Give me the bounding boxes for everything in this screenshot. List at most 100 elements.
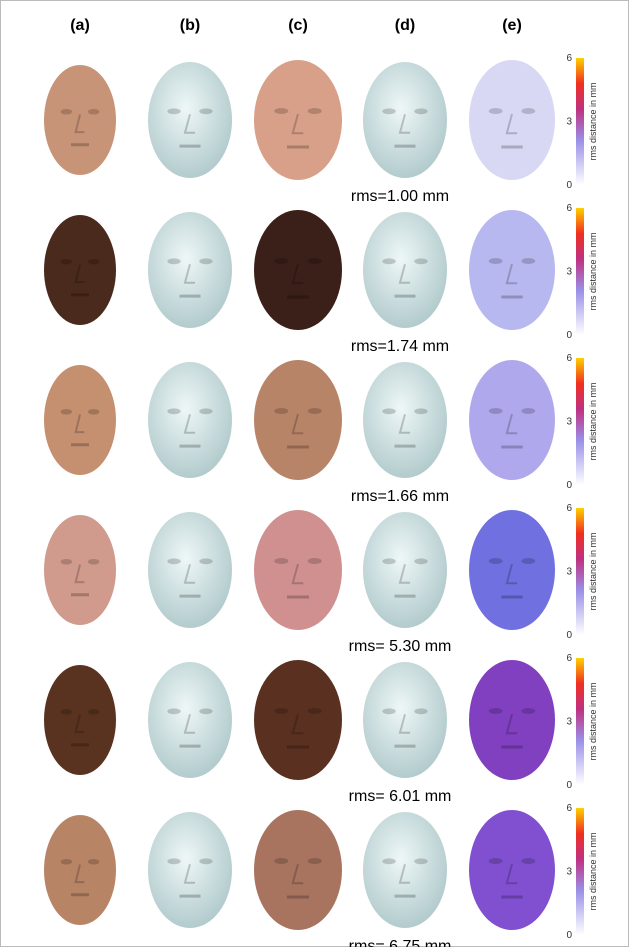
- eye: [414, 108, 427, 114]
- mesh-face: [148, 662, 232, 778]
- texture-face: [254, 60, 342, 180]
- eye: [414, 258, 427, 264]
- eye: [308, 108, 322, 114]
- colorbar-tick: 6: [566, 653, 572, 664]
- eye: [414, 708, 427, 714]
- eye: [382, 708, 395, 714]
- photo-face: [44, 815, 116, 925]
- eye: [88, 109, 100, 115]
- eye: [521, 858, 535, 864]
- eye: [489, 408, 503, 414]
- column-label: (b): [180, 17, 200, 34]
- colorbar-label: rms distance in mm: [588, 532, 598, 610]
- eye: [521, 408, 535, 414]
- column-label: (a): [70, 17, 90, 34]
- colorbar-tick: 6: [566, 353, 572, 364]
- eye: [61, 559, 73, 565]
- colorbar: [576, 208, 584, 335]
- eye: [61, 259, 73, 265]
- colorbar-label: rms distance in mm: [588, 382, 598, 460]
- colorbar-tick: 3: [566, 417, 572, 428]
- eye: [382, 858, 395, 864]
- mesh-face: [148, 62, 232, 178]
- colorbar-label: rms distance in mm: [588, 232, 598, 310]
- eye: [489, 108, 503, 114]
- colorbar: [576, 808, 584, 935]
- colorbar-tick: 0: [566, 480, 572, 491]
- eye: [382, 408, 395, 414]
- colorbar-tick: 0: [566, 330, 572, 341]
- eye: [61, 709, 73, 715]
- eye: [414, 558, 427, 564]
- eye: [274, 708, 288, 714]
- error-face: [469, 660, 555, 780]
- colorbar-label: rms distance in mm: [588, 82, 598, 160]
- eye: [308, 408, 322, 414]
- mesh-face: [363, 812, 447, 928]
- mesh-face: [363, 212, 447, 328]
- eye: [382, 258, 395, 264]
- photo-face: [44, 65, 116, 175]
- photo-face: [44, 665, 116, 775]
- colorbar-label: rms distance in mm: [588, 832, 598, 910]
- eye: [308, 258, 322, 264]
- mesh-face: [363, 362, 447, 478]
- eye: [199, 258, 212, 264]
- eye: [489, 858, 503, 864]
- photo-face: [44, 215, 116, 325]
- eye: [167, 258, 180, 264]
- mesh-face: [148, 812, 232, 928]
- eye: [199, 708, 212, 714]
- error-face: [469, 60, 555, 180]
- eye: [308, 858, 322, 864]
- colorbar: [576, 358, 584, 485]
- texture-face: [254, 810, 342, 930]
- eye: [61, 859, 73, 865]
- eye: [274, 258, 288, 264]
- eye: [199, 108, 212, 114]
- colorbar-tick: 6: [566, 503, 572, 514]
- rms-label: rms=1.66 mm: [351, 488, 449, 505]
- eye: [167, 708, 180, 714]
- eye: [521, 258, 535, 264]
- colorbar-tick: 0: [566, 180, 572, 191]
- eye: [199, 858, 212, 864]
- rms-label: rms=1.00 mm: [351, 188, 449, 205]
- mesh-face: [148, 362, 232, 478]
- eye: [308, 708, 322, 714]
- eye: [88, 709, 100, 715]
- column-label: (d): [395, 17, 415, 34]
- texture-face: [254, 510, 342, 630]
- mesh-face: [363, 512, 447, 628]
- mesh-face: [148, 212, 232, 328]
- colorbar-tick: 0: [566, 930, 572, 941]
- eye: [489, 708, 503, 714]
- mesh-face: [148, 512, 232, 628]
- eye: [167, 108, 180, 114]
- column-label: (e): [502, 17, 522, 34]
- rms-label: rms= 5.30 mm: [349, 638, 452, 655]
- texture-face: [254, 360, 342, 480]
- colorbar-tick: 6: [566, 203, 572, 214]
- eye: [199, 558, 212, 564]
- eye: [489, 258, 503, 264]
- photo-face: [44, 515, 116, 625]
- texture-face: [254, 660, 342, 780]
- eye: [308, 558, 322, 564]
- eye: [489, 558, 503, 564]
- eye: [199, 408, 212, 414]
- colorbar-label: rms distance in mm: [588, 682, 598, 760]
- eye: [274, 858, 288, 864]
- figure: (a)(b)(c)(d)(e)036rms distance in mmrms=…: [0, 0, 629, 947]
- eye: [88, 859, 100, 865]
- photo-face: [44, 365, 116, 475]
- eye: [382, 558, 395, 564]
- eye: [88, 559, 100, 565]
- rms-label: rms= 6.75 mm: [349, 938, 452, 947]
- colorbar-tick: 6: [566, 53, 572, 64]
- eye: [61, 109, 73, 115]
- colorbar-tick: 3: [566, 267, 572, 278]
- colorbar-tick: 6: [566, 803, 572, 814]
- colorbar: [576, 508, 584, 635]
- eye: [521, 708, 535, 714]
